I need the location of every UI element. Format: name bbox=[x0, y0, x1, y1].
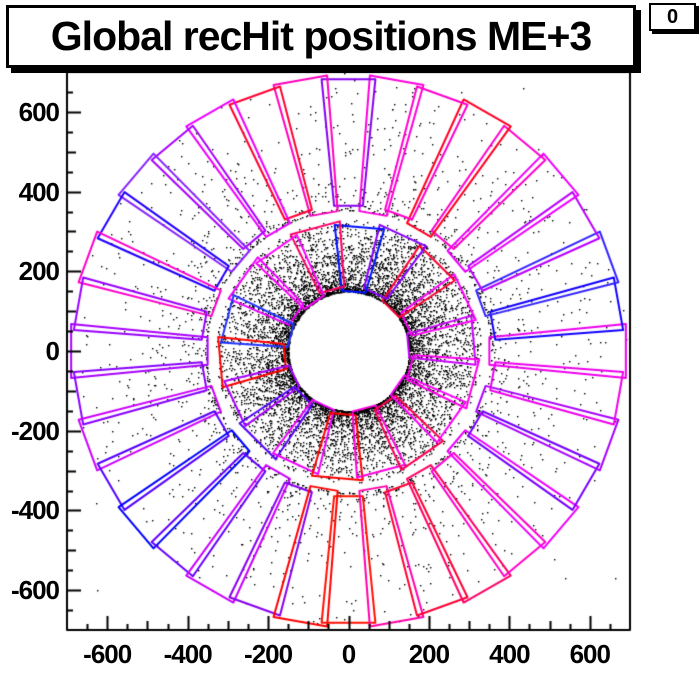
y-tick-label: -600 bbox=[10, 575, 60, 606]
y-tick-label: 400 bbox=[18, 176, 60, 207]
y-tick-label: 200 bbox=[18, 256, 60, 287]
x-tick-label: -200 bbox=[244, 639, 293, 669]
stats-box: 0 bbox=[649, 3, 696, 31]
y-tick-label: -200 bbox=[10, 415, 60, 446]
x-tick-label: -400 bbox=[163, 639, 213, 669]
y-tick-label: 600 bbox=[18, 96, 60, 127]
y-tick-label: 0 bbox=[45, 336, 60, 366]
x-tick-label: 600 bbox=[569, 639, 611, 669]
plot-title: Global recHit positions ME+3 bbox=[50, 13, 592, 59]
x-tick-label: 200 bbox=[408, 639, 450, 669]
y-tick-label: -400 bbox=[10, 495, 60, 526]
title-box: Global recHit positions ME+3 bbox=[6, 5, 636, 68]
stats-value: 0 bbox=[666, 5, 679, 28]
x-tick-label: -600 bbox=[83, 639, 132, 669]
x-tick-label: 0 bbox=[341, 639, 357, 669]
x-tick-label: 400 bbox=[489, 639, 530, 669]
